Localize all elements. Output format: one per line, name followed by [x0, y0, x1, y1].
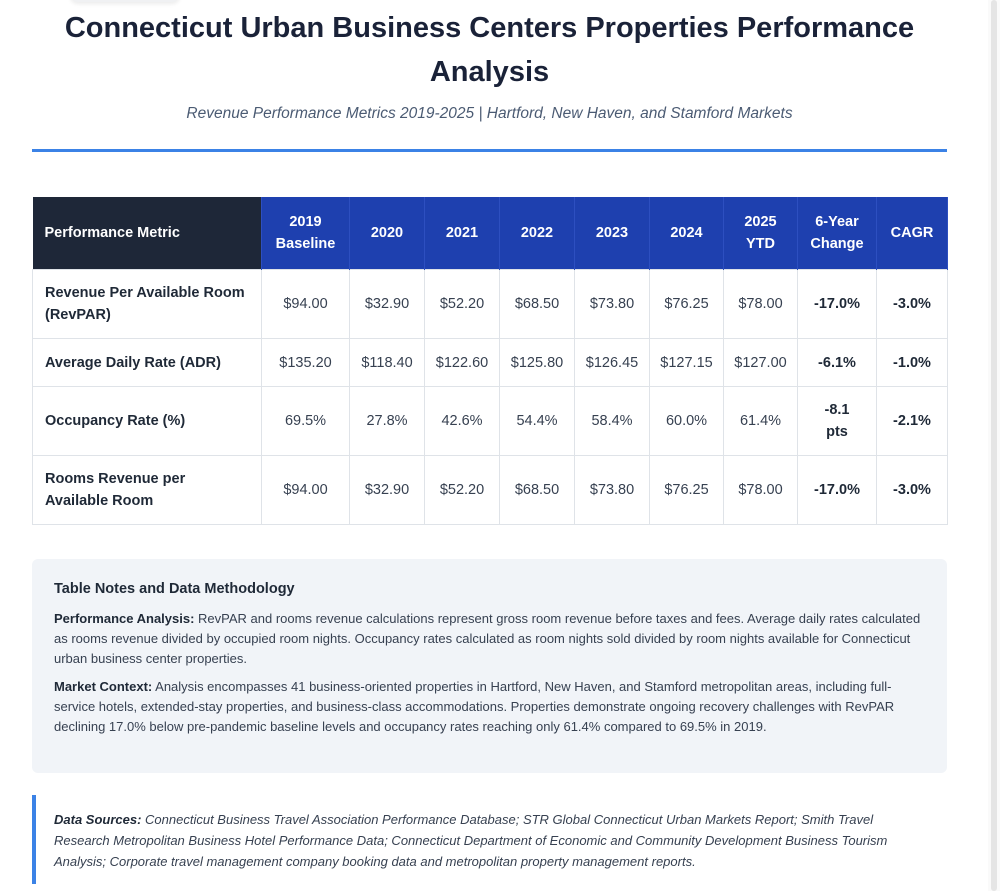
table-cell: 42.6%: [424, 386, 500, 456]
table-cell: $32.90: [349, 455, 425, 525]
table-cell: $122.60: [424, 338, 500, 387]
column-header: 2025 YTD: [723, 197, 798, 270]
table-cell: 27.8%: [349, 386, 425, 456]
change-cell: -8.1 pts: [797, 386, 877, 456]
performance-table: Performance Metric 2019 Baseline 2020 20…: [32, 197, 948, 525]
table-cell: $52.20: [424, 269, 500, 339]
table-row: Average Daily Rate (ADR) $135.20 $118.40…: [32, 338, 948, 387]
table-cell: $73.80: [574, 455, 650, 525]
notes-panel: Table Notes and Data Methodology Perform…: [32, 559, 947, 773]
cagr-cell: -1.0%: [876, 338, 948, 387]
change-cell: -6.1%: [797, 338, 877, 387]
column-header: Performance Metric: [32, 197, 262, 270]
table-cell: $135.20: [261, 338, 350, 387]
table-cell: $78.00: [723, 269, 798, 339]
metric-label: Occupancy Rate (%): [32, 386, 262, 456]
performance-note-text: RevPAR and rooms revenue calculations re…: [54, 611, 921, 666]
change-cell: -17.0%: [797, 269, 877, 339]
table-cell: $94.00: [261, 455, 350, 525]
sources-text: Connecticut Business Travel Association …: [54, 812, 888, 869]
table-cell: $52.20: [424, 455, 500, 525]
scrollbar-thumb[interactable]: [991, 0, 997, 891]
column-header: 2023: [574, 197, 650, 270]
cagr-cell: -3.0%: [876, 269, 948, 339]
market-note-text: Analysis encompasses 41 business-oriente…: [54, 679, 895, 734]
column-header: 2022: [499, 197, 575, 270]
sources-label: Data Sources:: [54, 812, 142, 827]
column-header: 2020: [349, 197, 425, 270]
table-cell: $76.25: [649, 269, 724, 339]
metric-label: Revenue Per Available Room (RevPAR): [32, 269, 262, 339]
table-cell: 54.4%: [499, 386, 575, 456]
table-header-row: Performance Metric 2019 Baseline 2020 20…: [32, 197, 948, 270]
cagr-cell: -3.0%: [876, 455, 948, 525]
notes-heading: Table Notes and Data Methodology: [54, 581, 295, 597]
market-note: Market Context: Analysis encompasses 41 …: [54, 677, 925, 737]
table-cell: 60.0%: [649, 386, 724, 456]
column-header: 6-Year Change: [797, 197, 877, 270]
table-cell: $125.80: [499, 338, 575, 387]
table-cell: $32.90: [349, 269, 425, 339]
header-divider: [32, 149, 947, 152]
table-cell: 61.4%: [723, 386, 798, 456]
column-header: 2021: [424, 197, 500, 270]
browser-tab-shadow: [70, 0, 180, 2]
vertical-scrollbar[interactable]: [988, 0, 1000, 891]
column-header: 2024: [649, 197, 724, 270]
table-cell: $126.45: [574, 338, 650, 387]
performance-note: Performance Analysis: RevPAR and rooms r…: [54, 609, 925, 669]
table-cell: $73.80: [574, 269, 650, 339]
table-cell: 69.5%: [261, 386, 350, 456]
table-cell: $78.00: [723, 455, 798, 525]
column-header: CAGR: [876, 197, 948, 270]
table-cell: $68.50: [499, 455, 575, 525]
table-row: Occupancy Rate (%) 69.5% 27.8% 42.6% 54.…: [32, 386, 948, 456]
metric-label: Rooms Revenue per Available Room: [32, 455, 262, 525]
report-page: Connecticut Urban Business Centers Prope…: [32, 0, 948, 884]
table-cell: $127.15: [649, 338, 724, 387]
data-sources: Data Sources: Connecticut Business Trave…: [32, 795, 947, 884]
cagr-cell: -2.1%: [876, 386, 948, 456]
table-cell: 58.4%: [574, 386, 650, 456]
market-note-label: Market Context:: [54, 679, 153, 694]
column-header: 2019 Baseline: [261, 197, 350, 270]
table-cell: $127.00: [723, 338, 798, 387]
page-subtitle: Revenue Performance Metrics 2019-2025 | …: [186, 105, 793, 122]
table-row: Rooms Revenue per Available Room $94.00 …: [32, 455, 948, 525]
performance-note-label: Performance Analysis:: [54, 611, 195, 626]
metric-label: Average Daily Rate (ADR): [32, 338, 262, 387]
table-cell: $118.40: [349, 338, 425, 387]
table-cell: $94.00: [261, 269, 350, 339]
table-cell: $76.25: [649, 455, 724, 525]
table-cell: $68.50: [499, 269, 575, 339]
page-title: Connecticut Urban Business Centers Prope…: [64, 12, 915, 88]
change-cell: -17.0%: [797, 455, 877, 525]
table-row: Revenue Per Available Room (RevPAR) $94.…: [32, 269, 948, 339]
